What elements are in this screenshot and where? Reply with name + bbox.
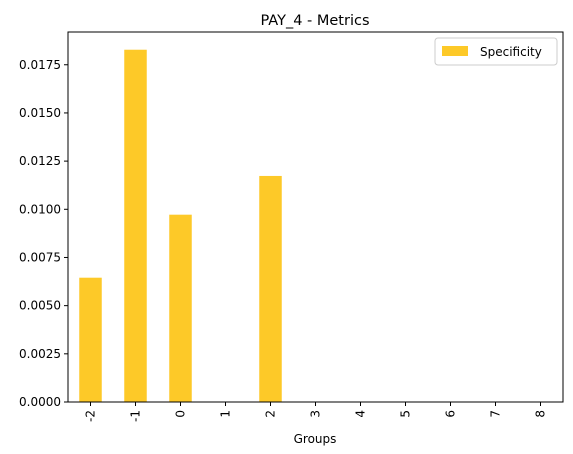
x-tick-label: 8 bbox=[534, 410, 548, 418]
x-axis: -2 -1 0 1 2 3 4 5 6 7 8 bbox=[84, 402, 548, 422]
x-tick-label: 2 bbox=[264, 410, 278, 418]
plot-frame bbox=[67, 31, 564, 403]
x-tick-label: 5 bbox=[399, 410, 413, 418]
legend-label: Specificity bbox=[480, 45, 542, 59]
x-tick-label: 3 bbox=[309, 410, 323, 418]
y-tick-label: 0.0175 bbox=[19, 58, 61, 72]
y-tick-label: 0.0025 bbox=[19, 347, 61, 361]
bar-2 bbox=[259, 175, 282, 402]
x-tick-label: -2 bbox=[84, 410, 98, 422]
y-tick-label: 0.0075 bbox=[19, 250, 61, 264]
chart-title: PAY_4 - Metrics bbox=[260, 13, 369, 29]
bar-0 bbox=[169, 214, 192, 402]
x-tick-label: 4 bbox=[354, 410, 368, 418]
legend-box bbox=[434, 37, 558, 66]
x-tick-label: 6 bbox=[444, 410, 458, 418]
y-tick-label: 0.0100 bbox=[19, 202, 61, 216]
x-tick-label: 7 bbox=[489, 410, 503, 418]
legend: Specificity bbox=[434, 37, 558, 66]
x-tick-label: 0 bbox=[174, 410, 188, 418]
bar--2 bbox=[79, 277, 102, 402]
y-tick-label: 0.0000 bbox=[19, 395, 61, 409]
bars-group bbox=[79, 49, 282, 403]
x-tick-label: -1 bbox=[129, 410, 143, 422]
y-axis: 0.0000 0.0025 0.0050 0.0075 0.0100 0.0125 0.01… bbox=[19, 58, 68, 409]
y-tick-label: 0.0150 bbox=[19, 106, 61, 120]
x-tick-label: 1 bbox=[219, 410, 233, 418]
x-axis-label: Groups bbox=[294, 432, 337, 446]
legend-swatch bbox=[442, 46, 468, 56]
bar--1 bbox=[124, 49, 147, 403]
y-tick-label: 0.0050 bbox=[19, 299, 61, 313]
y-tick-label: 0.0125 bbox=[19, 154, 61, 168]
